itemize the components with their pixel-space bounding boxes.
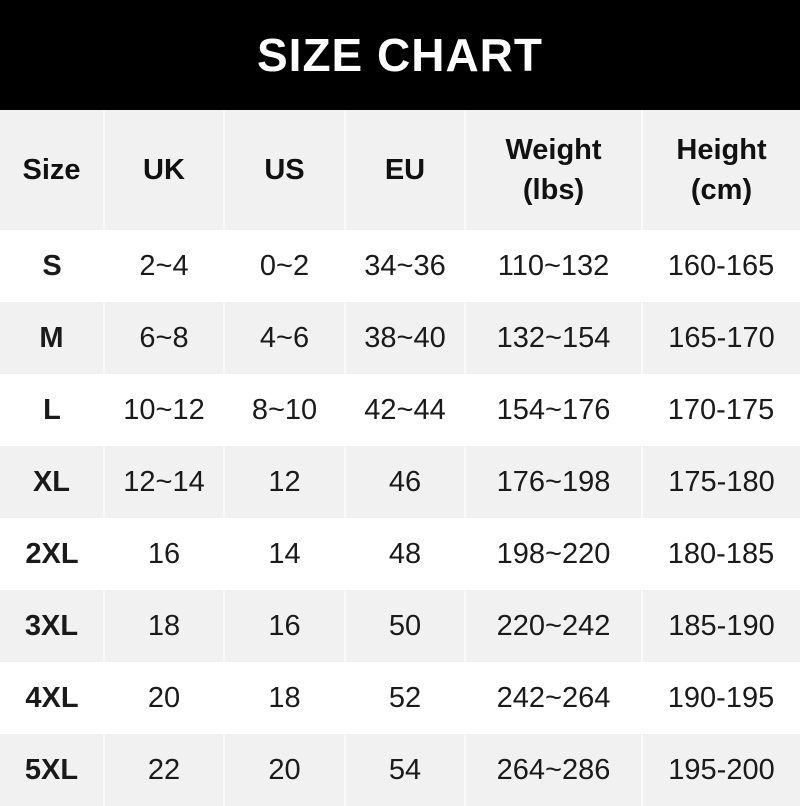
cell-size: 4XL — [25, 681, 79, 714]
cell-eu: 48 — [388, 537, 422, 570]
cell-us: 4~6 — [223, 302, 345, 374]
page-title: SIZE CHART — [257, 29, 543, 81]
header-weight: Weight (lbs) — [464, 110, 642, 230]
cell-eu: 42~44 — [364, 393, 446, 426]
table-row: 2XL 16 14 48 198~220 180-185 — [0, 518, 800, 590]
table-body: S 2~4 0~2 34~36 110~132 160-165 M 6~8 4~6 38~40 13… — [0, 230, 800, 806]
cell-uk: 18 — [103, 590, 224, 662]
cell-eu: 34~36 — [364, 249, 446, 282]
cell-size: XL — [32, 465, 71, 498]
table-row: S 2~4 0~2 34~36 110~132 160-165 — [0, 230, 800, 302]
cell-height: 165-170 — [641, 302, 800, 374]
cell-size: S — [42, 249, 62, 282]
cell-height: 170-175 — [667, 393, 775, 426]
title-banner: SIZE CHART — [0, 0, 800, 110]
cell-us: 18 — [268, 681, 301, 714]
cell-height: 190-195 — [667, 681, 775, 714]
table-row: 4XL 20 18 52 242~264 190-195 — [0, 662, 800, 734]
cell-uk: 2~4 — [139, 249, 189, 282]
cell-weight: 198~220 — [496, 537, 611, 570]
cell-height: 175-180 — [641, 446, 800, 518]
size-table: Size UK US EU Weight (lbs) Height (cm) S 2~4 0~2 3… — [0, 110, 800, 806]
cell-weight: 176~198 — [464, 446, 642, 518]
cell-weight: 110~132 — [497, 249, 610, 282]
header-size-label: Size — [22, 154, 81, 186]
header-height-unit: (cm) — [690, 174, 753, 206]
cell-size: 5XL — [24, 753, 79, 786]
cell-uk: 22 — [103, 734, 224, 806]
cell-weight: 220~242 — [464, 590, 642, 662]
cell-us: 12 — [223, 446, 345, 518]
cell-size: 3XL — [24, 609, 79, 642]
cell-us: 20 — [223, 734, 345, 806]
cell-us: 16 — [223, 590, 345, 662]
cell-size: L — [43, 393, 61, 426]
cell-eu: 38~40 — [344, 302, 465, 374]
cell-us: 0~2 — [259, 249, 310, 282]
header-height: Height (cm) — [641, 110, 800, 230]
header-us-label: US — [264, 154, 305, 186]
cell-size: 2XL — [25, 537, 79, 570]
cell-eu: 54 — [344, 734, 465, 806]
header-eu-label: EU — [384, 154, 426, 186]
cell-uk: 20 — [147, 681, 181, 714]
table-row: L 10~12 8~10 42~44 154~176 170-175 — [0, 374, 800, 446]
cell-height: 160-165 — [667, 249, 775, 282]
header-height-label: Height — [676, 134, 767, 166]
cell-weight: 242~264 — [496, 681, 611, 714]
cell-weight: 154~176 — [496, 393, 611, 426]
cell-uk: 16 — [147, 537, 181, 570]
cell-us: 14 — [268, 537, 301, 570]
table-row: 3XL 18 16 50 220~242 185-190 — [0, 590, 800, 662]
cell-uk: 6~8 — [103, 302, 224, 374]
cell-weight: 132~154 — [464, 302, 642, 374]
header-size: Size — [0, 110, 104, 230]
cell-height: 195-200 — [641, 734, 800, 806]
table-row: XL 12~14 12 46 176~198 175-180 — [0, 446, 800, 518]
cell-us: 8~10 — [251, 393, 318, 426]
header-eu: EU — [344, 110, 465, 230]
cell-eu: 46 — [344, 446, 465, 518]
cell-height: 185-190 — [641, 590, 800, 662]
header-weight-label: Weight — [505, 134, 602, 166]
cell-uk: 12~14 — [103, 446, 224, 518]
cell-eu: 52 — [388, 681, 422, 714]
cell-height: 180-185 — [667, 537, 775, 570]
header-us: US — [223, 110, 345, 230]
table-row: 5XL 22 20 54 264~286 195-200 — [0, 734, 800, 806]
header-row: Size UK US EU Weight (lbs) Height (cm) — [0, 110, 800, 230]
cell-size: M — [39, 321, 64, 354]
cell-eu: 50 — [344, 590, 465, 662]
cell-uk: 10~12 — [123, 393, 205, 426]
header-weight-unit: (lbs) — [522, 174, 585, 206]
header-uk: UK — [103, 110, 224, 230]
table-row: M 6~8 4~6 38~40 132~154 165-170 — [0, 302, 800, 374]
cell-weight: 264~286 — [464, 734, 642, 806]
header-uk-label: UK — [143, 154, 185, 186]
